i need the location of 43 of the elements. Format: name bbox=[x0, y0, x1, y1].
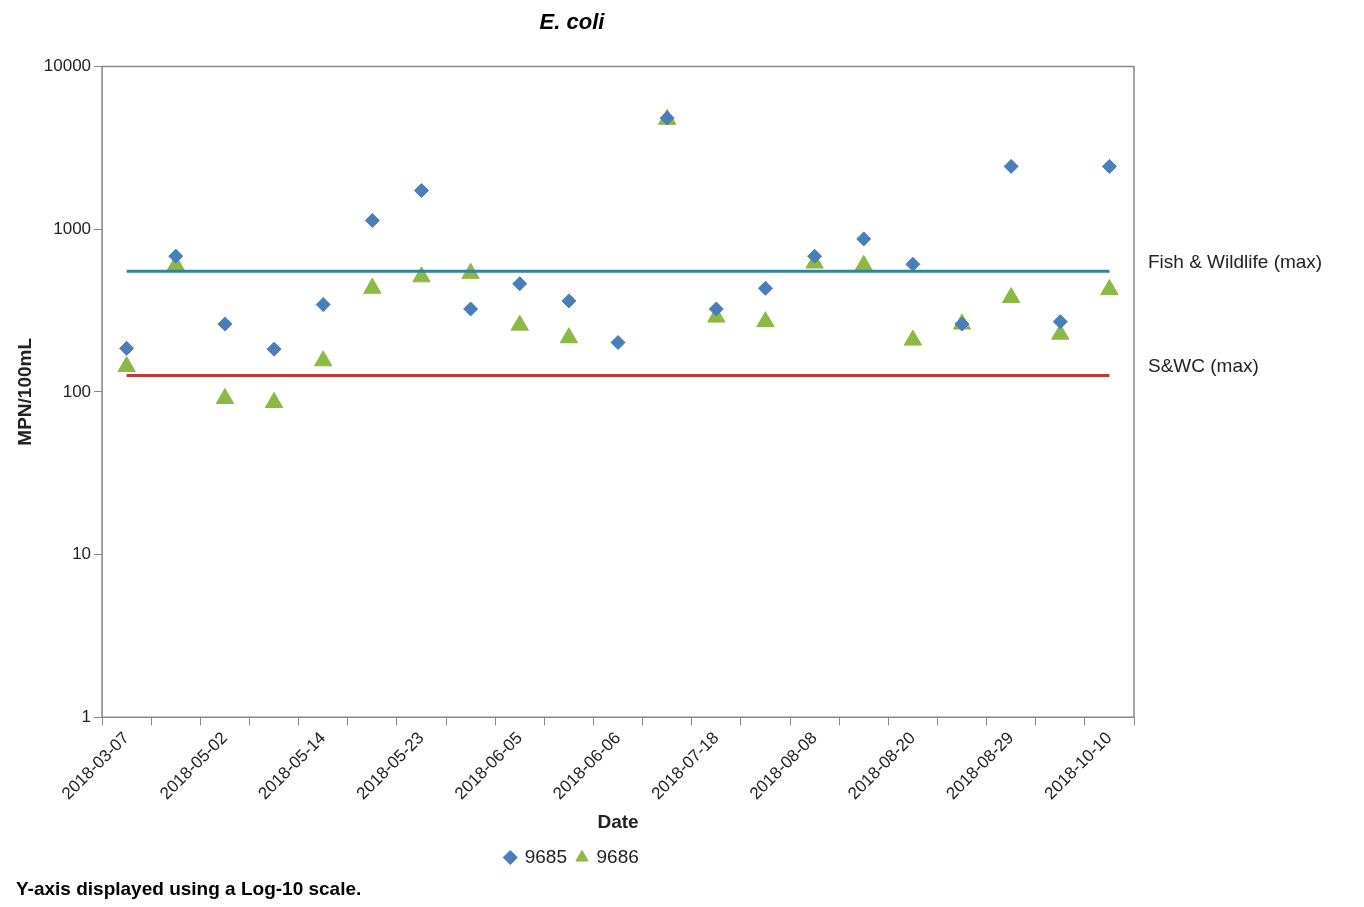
point bbox=[117, 356, 136, 373]
point bbox=[119, 340, 135, 356]
point bbox=[215, 388, 235, 405]
point bbox=[1100, 279, 1119, 296]
y-tick-label: 10 bbox=[72, 544, 92, 564]
point bbox=[266, 341, 282, 357]
y-tick-label: 1 bbox=[81, 706, 92, 726]
point bbox=[1052, 314, 1068, 330]
point bbox=[856, 231, 872, 247]
ref-line-label: Fish & Wildlife (max) bbox=[1148, 250, 1323, 272]
y-tick-label: 1000 bbox=[53, 218, 92, 238]
point bbox=[903, 329, 923, 346]
point bbox=[413, 183, 429, 199]
point bbox=[1003, 158, 1019, 174]
point bbox=[364, 212, 380, 228]
point bbox=[363, 277, 382, 294]
legend-label: 9685 bbox=[524, 845, 568, 867]
point bbox=[217, 316, 233, 332]
point bbox=[512, 276, 528, 292]
point bbox=[854, 254, 873, 271]
y-tick-label: 100 bbox=[62, 381, 92, 401]
point bbox=[905, 256, 921, 272]
point bbox=[314, 350, 333, 367]
point bbox=[168, 248, 184, 264]
legend-label: 9686 bbox=[596, 845, 639, 867]
chart-title: E. coli bbox=[539, 9, 606, 35]
y-tick-label: 10000 bbox=[43, 56, 92, 76]
point bbox=[559, 327, 579, 344]
point bbox=[264, 392, 284, 408]
point bbox=[1101, 158, 1117, 174]
point bbox=[315, 297, 331, 313]
point bbox=[510, 314, 529, 331]
point bbox=[708, 301, 724, 317]
point bbox=[756, 311, 775, 328]
x-axis-title: Date bbox=[597, 810, 639, 832]
point bbox=[561, 293, 577, 309]
point bbox=[807, 248, 823, 264]
y-axis-title: MPN/100mL bbox=[13, 337, 35, 446]
text: Y-axis displayed using a Log-10 scale. bbox=[16, 878, 362, 900]
ref-line-label: S&WC (max) bbox=[1148, 354, 1259, 376]
point bbox=[757, 280, 773, 296]
point bbox=[1001, 287, 1021, 303]
point bbox=[463, 301, 479, 317]
